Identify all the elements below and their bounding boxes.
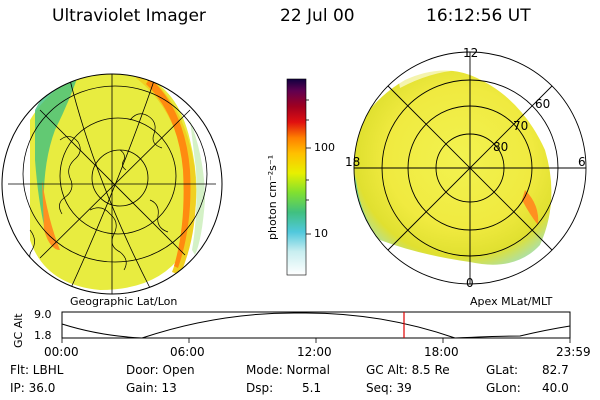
altitude-ytick-max: 9.0 (34, 308, 52, 321)
altitude-xtick-0600: 06:00 (170, 345, 205, 359)
polar-caption: Apex MLat/MLT (470, 295, 553, 308)
colorbar-tick-100: 100 (314, 141, 335, 154)
geographic-caption: Geographic Lat/Lon (70, 295, 178, 308)
altitude-xtick-2359: 23:59 (556, 345, 591, 359)
altitude-xtick-0000: 00:00 (44, 345, 79, 359)
mlat-label-80: 80 (493, 140, 509, 154)
colorbar-unit-label: photon cm⁻²s⁻¹ (266, 154, 279, 240)
mlt-label-dawn: 6 (578, 155, 586, 169)
seq-info: Seq: 39 (366, 381, 412, 395)
geographic-map (1, 73, 223, 295)
mlt-label-noon: 12 (463, 46, 479, 60)
altitude-plot-frame (61, 311, 571, 339)
filter-info: Flt: LBHL (10, 363, 64, 377)
gain-info: Gain: 13 (126, 381, 177, 395)
colorbar-ticks (306, 99, 311, 235)
auroral-limb-arc (136, 74, 196, 275)
altitude-ytick-min: 1.8 (34, 329, 52, 342)
altitude-xtick-1800: 18:00 (424, 345, 459, 359)
mode-info: Mode: Normal (246, 363, 330, 377)
altitude-xticks (61, 338, 571, 343)
door-info: Door: Open (126, 363, 195, 377)
gc-alt-info: GC Alt: 8.5 Re (366, 363, 450, 377)
altitude-curve (61, 312, 571, 339)
dsp-value: 5.1 (302, 381, 322, 395)
disk-edge-low-emission (35, 74, 80, 230)
mlat-label-70: 70 (513, 119, 529, 133)
glon-label: GLon: (486, 381, 521, 395)
limb-haze (190, 120, 205, 255)
colorbar-tick-10: 10 (314, 227, 328, 240)
altitude-plot (61, 311, 571, 343)
glon-value: 40.0 (542, 381, 569, 395)
geo-frame (1, 73, 223, 295)
instrument-title: Ultraviolet Imager (52, 6, 206, 26)
geo-grid (8, 74, 216, 294)
ip-info: IP: 36.0 (10, 381, 56, 395)
intensity-colorbar (286, 78, 307, 276)
altitude-xtick-1200: 12:00 (297, 345, 332, 359)
date-label: 22 Jul 00 (280, 6, 355, 26)
auroral-limb-core (146, 78, 191, 268)
coastlines (29, 113, 169, 271)
oval-edge-white (398, 69, 460, 88)
time-label: 16:12:56 UT (426, 6, 531, 26)
mlt-label-midnight: 0 (466, 276, 474, 290)
glat-value: 82.7 (542, 363, 569, 377)
mlt-label-dusk: 18 (345, 155, 361, 169)
dsp-label: Dsp: (246, 381, 274, 395)
polar-mlat-mlt-map (353, 51, 587, 285)
altitude-ylabel: GC Alt (12, 313, 25, 348)
oval-bright-spot (522, 190, 539, 225)
polar-grid (353, 51, 587, 285)
mlat-label-60: 60 (535, 97, 551, 111)
glat-label: GLat: (486, 363, 519, 377)
